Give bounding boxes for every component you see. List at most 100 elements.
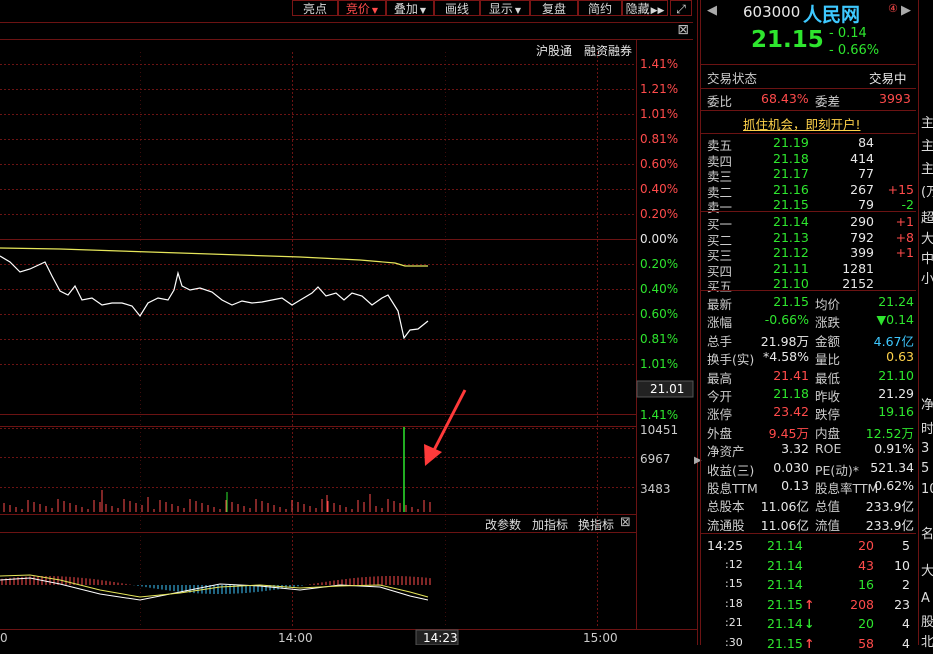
ask-volume: 77 <box>858 166 874 181</box>
stat-value: 0.13 <box>781 478 809 493</box>
bid-row[interactable]: 买五 21.10 2152 <box>701 276 916 294</box>
ask-price: 21.16 <box>773 181 809 197</box>
prev-stock-icon[interactable]: ◀ <box>707 3 717 18</box>
stat-label: 收益(三) <box>707 462 755 478</box>
stat-value: 21.29 <box>878 386 914 401</box>
modify-params-button[interactable]: 改参数 <box>485 518 522 532</box>
toolbar-button-5[interactable]: 显示 ▼ <box>480 0 530 16</box>
chart-toolbar: 亮点 竞价 ▼ 叠加 ▼ 画线 显示 ▼ 复盘 简约 隐藏▶▶ ⤢ <box>0 0 696 17</box>
toolbar-button-4[interactable]: 画线 <box>434 0 480 16</box>
chevron-down-icon: ▼ <box>419 6 427 15</box>
stat-label: 最低 <box>815 370 841 386</box>
stat-row: 最高 21.41 最低 21.10 <box>701 368 916 386</box>
tick-count: 2 <box>902 577 910 592</box>
margin-link[interactable]: 融资融券 <box>584 44 633 58</box>
collapse-panel-icon[interactable]: ▶ <box>694 455 702 466</box>
stat-value: 0.63 <box>886 349 914 365</box>
toolbar-button-label: 叠加 <box>393 2 418 16</box>
bid-label: 买五 <box>707 279 733 294</box>
stat-value: 23.42 <box>773 404 809 420</box>
tick-volume: 20 <box>858 538 874 553</box>
stat-value: 9.45万 <box>768 425 809 441</box>
ask-label: 卖四 <box>707 153 733 169</box>
tick-time: :30 <box>725 635 743 649</box>
toolbar-button-3[interactable]: 叠加 ▼ <box>386 0 434 16</box>
stat-label: 流值 <box>815 517 841 533</box>
toolbar-button-1[interactable]: 亮点 <box>292 0 338 16</box>
tick-row: :12 21.14 43 10 <box>701 558 916 576</box>
stat-row: 涨停 23.42 跌停 19.16 <box>701 404 916 422</box>
volume-tick-label: 3483 <box>640 482 671 496</box>
bid-change: +8 <box>895 229 914 245</box>
stat-label: 涨幅 <box>707 315 733 331</box>
price-tick-label: 0.81% <box>640 332 678 346</box>
arrow-down-icon: ↓ <box>804 616 815 631</box>
indicator-bar: 改参数 加指标 换指标 ⊠ <box>0 514 636 533</box>
ask-row[interactable]: 卖一 21.15 79 -2 <box>701 197 916 215</box>
stat-row: 总手 21.98万 金额 4.67亿 <box>701 331 916 349</box>
price-line <box>0 255 429 340</box>
price-tick-label: 0.20% <box>640 207 678 221</box>
far-right-label: 主 <box>921 162 933 177</box>
ask-row[interactable]: 卖二 21.16 267 +15 <box>701 181 916 200</box>
bid-row[interactable]: 买一 21.14 290 +1 <box>701 214 916 232</box>
ask-row[interactable]: 卖三 21.17 77 <box>701 166 916 184</box>
bid-row[interactable]: 买四 21.11 1281 <box>701 261 916 279</box>
stat-value: 12.52万 <box>865 425 914 441</box>
cursor-price-box <box>636 380 694 398</box>
stat-value: 233.9亿 <box>865 499 914 515</box>
toolbar-button-6[interactable]: 复盘 <box>530 0 578 16</box>
tick-time: :15 <box>725 577 743 590</box>
ask-volume: 84 <box>858 135 874 150</box>
toolbar-button-7[interactable]: 简约 <box>578 0 622 16</box>
stat-label: 今开 <box>707 389 733 404</box>
toolbar-button-label: 画线 <box>444 2 469 16</box>
close-indicator-icon[interactable]: ⊠ <box>620 515 631 530</box>
far-right-label: 时 <box>921 422 933 437</box>
toolbar-button-2[interactable]: 竞价 ▼ <box>338 0 386 16</box>
stat-value: 21.24 <box>878 294 914 309</box>
ask-label: 卖三 <box>707 169 733 184</box>
tick-volume: 43 <box>858 557 874 573</box>
arrow-up-icon: ↑ <box>804 596 815 612</box>
stat-label: 最新 <box>707 297 733 312</box>
double-chevron-right-icon: ▶▶ <box>650 6 665 16</box>
ask-row[interactable]: 卖四 21.18 414 <box>701 150 916 169</box>
ask-price: 21.15 <box>773 197 809 212</box>
price-tick-label: 0.60% <box>640 157 678 171</box>
next-stock-icon[interactable]: ▶ <box>901 3 911 18</box>
bid-change: +1 <box>895 245 914 260</box>
hsgt-link[interactable]: 沪股通 <box>536 44 573 58</box>
swap-indicator-button[interactable]: 换指标 <box>578 518 615 532</box>
tick-count: 10 <box>894 557 910 573</box>
stat-label: 均价 <box>815 297 841 312</box>
toolbar-button-8[interactable]: 隐藏▶▶ <box>622 0 668 16</box>
far-right-label: 3 <box>921 441 930 456</box>
far-right-label: 中 <box>921 252 933 267</box>
add-indicator-button[interactable]: 加指标 <box>532 518 569 532</box>
stock-code: 603000 <box>743 3 801 21</box>
close-icon[interactable]: ⊠ <box>677 22 689 38</box>
stat-value: 11.06亿 <box>760 499 809 515</box>
far-right-label: 10 <box>921 482 933 497</box>
quote-panel: ◀ 603000 人民网 ④ ▶ 21.15 - 0.14 - 0.66% 交易… <box>700 0 916 651</box>
stat-label: 跌停 <box>815 407 841 423</box>
bid-row[interactable]: 买二 21.13 792 +8 <box>701 229 916 248</box>
expand-icon[interactable]: ⤢ <box>670 0 692 16</box>
price-tick-label: 0.00% <box>640 232 678 246</box>
price-tick-label: 1.21% <box>640 82 678 96</box>
ask-volume: 414 <box>850 150 874 166</box>
stat-label: 股息TTM <box>707 481 758 496</box>
stat-label: 总手 <box>707 333 733 349</box>
promo-link[interactable]: 抓住机会，即刻开户! <box>743 117 861 132</box>
stat-label: 昨收 <box>815 389 841 404</box>
ask-row[interactable]: 卖五 21.19 84 <box>701 135 916 153</box>
toolbar-button-label: 亮点 <box>302 2 327 16</box>
chevron-down-icon: ▼ <box>514 6 522 15</box>
intraday-chart[interactable]: 1.41% 1.21% 1.01% 0.81% 0.60% 0.40% 0.20% 0.00%… <box>0 0 698 645</box>
macd-dea-line <box>0 574 429 598</box>
far-right-label: 超 <box>921 211 933 226</box>
stat-value: 521.34 <box>870 459 914 475</box>
price-change: - 0.14 <box>829 26 867 41</box>
bid-row[interactable]: 买三 21.12 399 +1 <box>701 245 916 263</box>
